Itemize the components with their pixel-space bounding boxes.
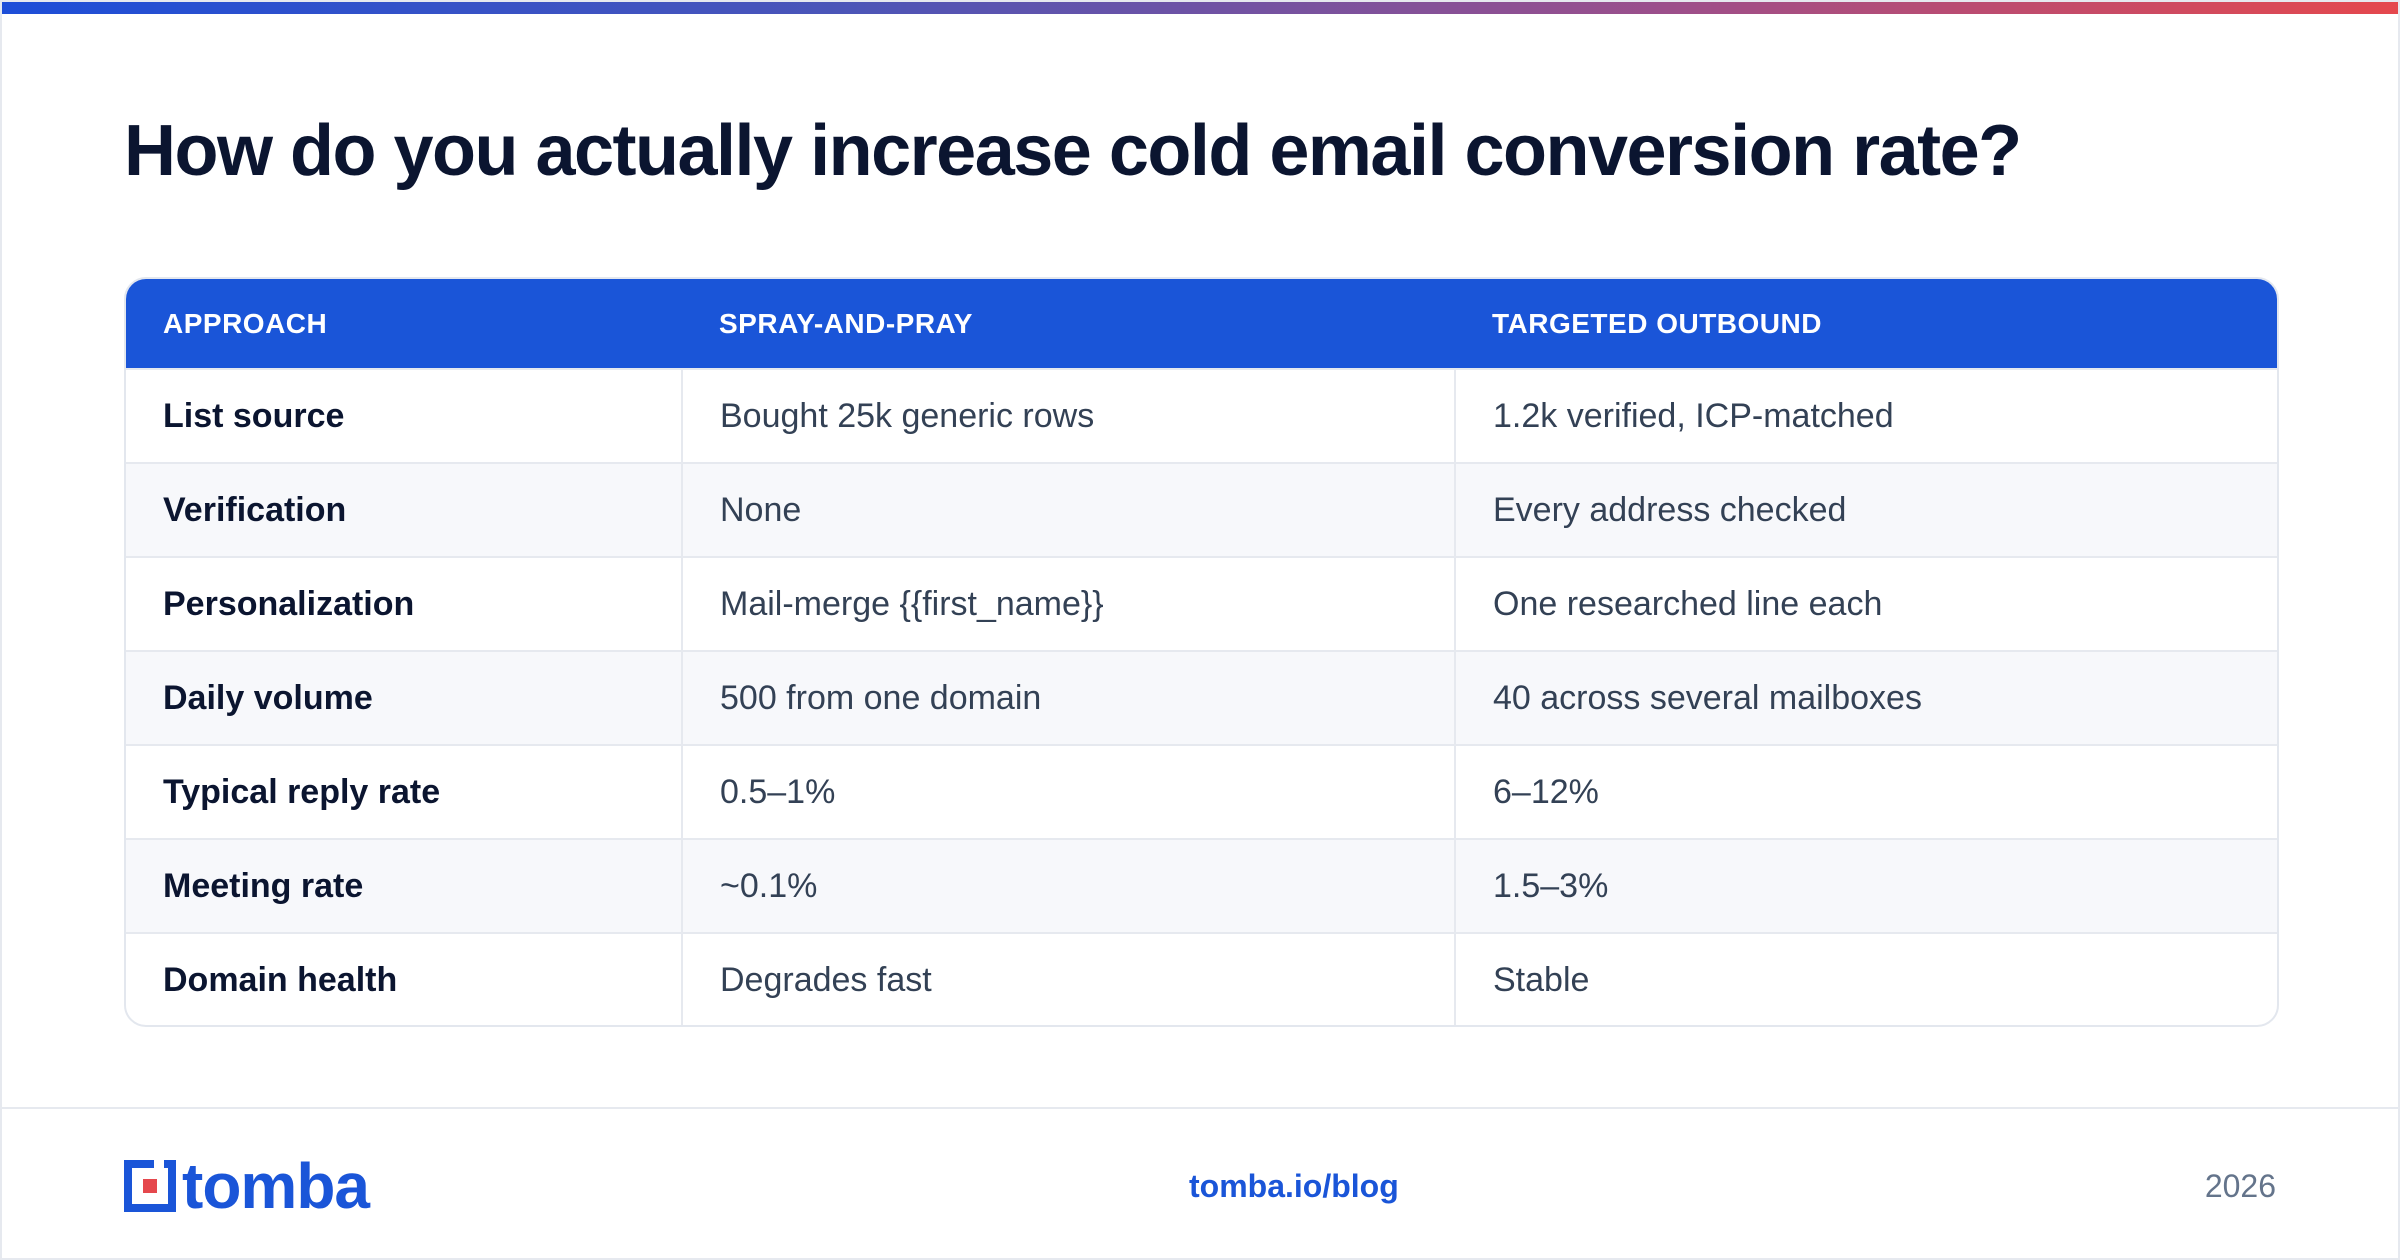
comparison-table: APPROACH SPRAY-AND-PRAY TARGETED OUTBOUN…: [124, 277, 2279, 1027]
gradient-accent-bar: [2, 2, 2398, 14]
spray-cell: Degrades fast: [681, 933, 1455, 1025]
tomba-logo: tomba: [124, 1150, 370, 1222]
targeted-cell: 6–12%: [1454, 745, 2277, 839]
header-targeted-outbound: TARGETED OUTBOUND: [1492, 307, 1822, 339]
row-label: Daily volume: [163, 678, 373, 717]
spray-cell: Bought 25k generic rows: [681, 369, 1455, 463]
spray-cell: 500 from one domain: [681, 651, 1455, 745]
table-row: Verification None Every address checked: [126, 463, 2277, 557]
table-row: List source Bought 25k generic rows 1.2k…: [126, 369, 2277, 463]
footer-divider: [2, 1107, 2398, 1109]
row-label: Domain health: [163, 961, 398, 999]
targeted-cell: Stable: [1454, 933, 2277, 1025]
header-approach: APPROACH: [163, 307, 328, 339]
spray-cell: 0.5–1%: [681, 745, 1455, 839]
row-label: Personalization: [163, 584, 415, 623]
table-header-row: APPROACH SPRAY-AND-PRAY TARGETED OUTBOUN…: [126, 279, 2277, 369]
table-row: Daily volume 500 from one domain 40 acro…: [126, 651, 2277, 745]
row-label: Verification: [163, 490, 347, 529]
table-row: Domain health Degrades fast Stable: [126, 933, 2277, 1025]
table-row: Meeting rate ~0.1% 1.5–3%: [126, 839, 2277, 933]
spray-cell: ~0.1%: [681, 839, 1455, 933]
page-title: How do you actually increase cold email …: [124, 111, 2022, 191]
spray-cell: None: [681, 463, 1455, 557]
row-label: Typical reply rate: [163, 772, 441, 811]
footer-year: 2026: [2204, 1168, 2276, 1204]
tomba-logo-icon: [124, 1160, 176, 1212]
header-spray-and-pray: SPRAY-AND-PRAY: [719, 307, 973, 339]
table-row: Personalization Mail-merge {{first_name}…: [126, 557, 2277, 651]
row-label: Meeting rate: [163, 866, 364, 905]
targeted-cell: 1.2k verified, ICP-matched: [1454, 369, 2277, 463]
table-row: Typical reply rate 0.5–1% 6–12%: [126, 745, 2277, 839]
targeted-cell: 40 across several mailboxes: [1454, 651, 2277, 745]
blog-link[interactable]: tomba.io/blog: [1189, 1168, 1399, 1204]
spray-cell: Mail-merge {{first_name}}: [681, 557, 1455, 651]
targeted-cell: Every address checked: [1454, 463, 2277, 557]
targeted-cell: 1.5–3%: [1454, 839, 2277, 933]
row-label: List source: [163, 396, 345, 435]
targeted-cell: One researched line each: [1454, 557, 2277, 651]
logo-wordmark: tomba: [182, 1150, 370, 1222]
